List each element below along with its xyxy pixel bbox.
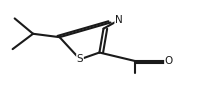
Text: N: N bbox=[114, 15, 122, 25]
Text: O: O bbox=[164, 56, 172, 66]
Text: S: S bbox=[76, 54, 83, 64]
